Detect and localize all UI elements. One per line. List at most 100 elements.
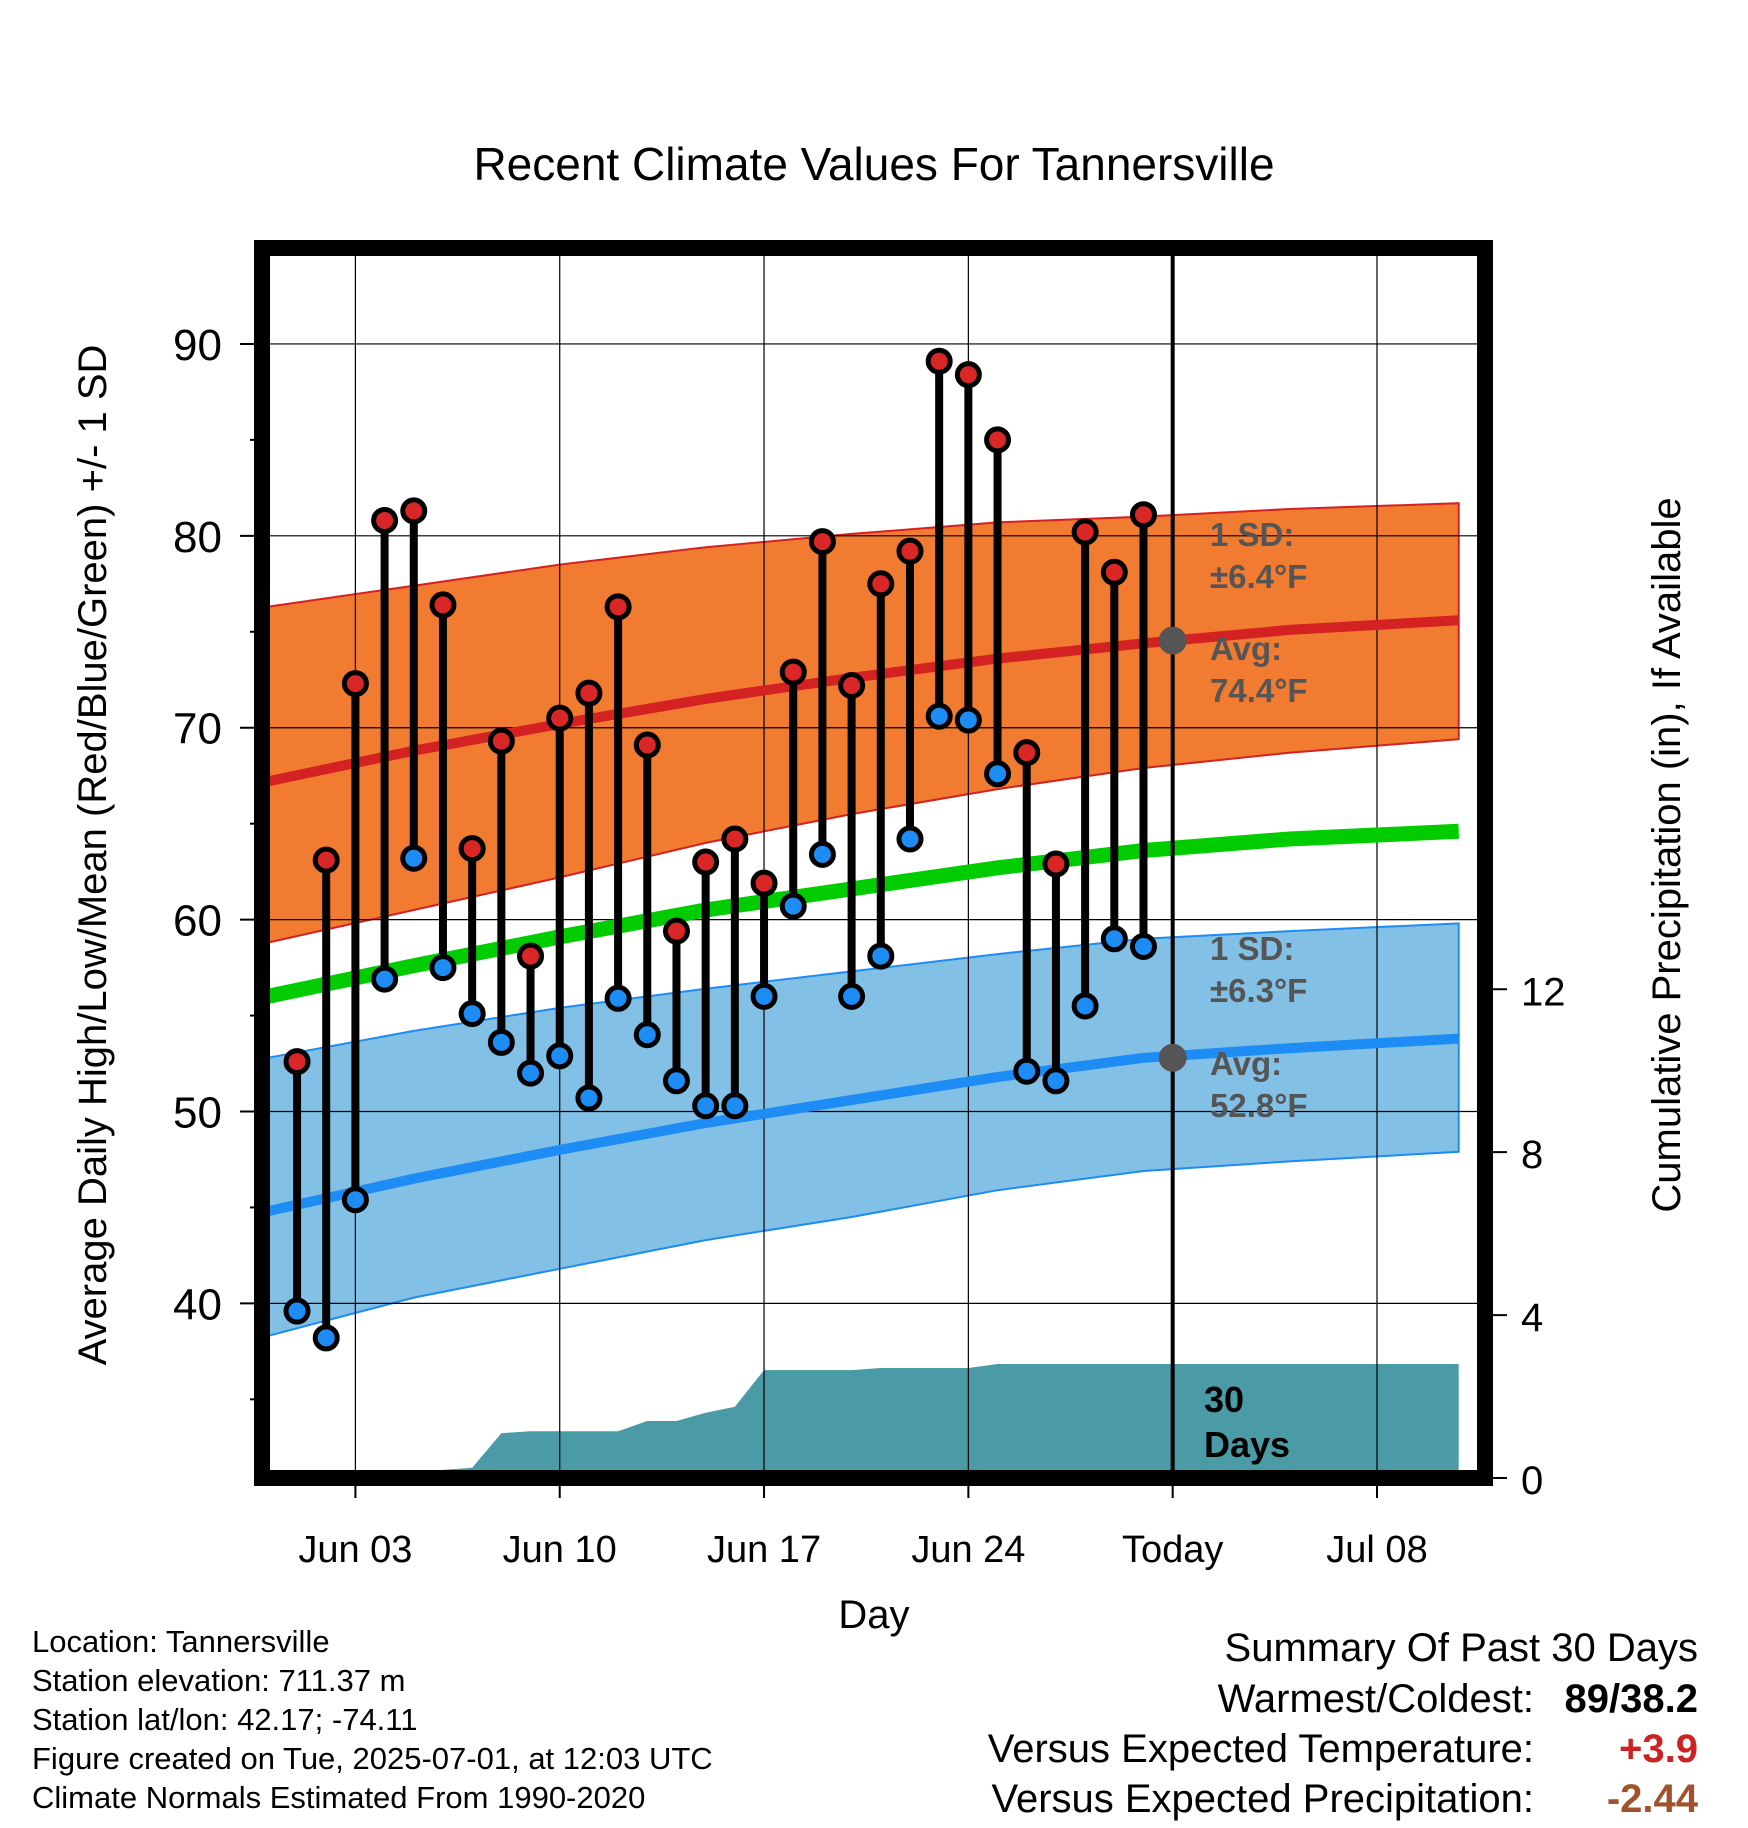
y-left-tick-label: 70	[173, 705, 222, 754]
today-marker	[1158, 248, 1187, 1478]
low-point	[517, 1059, 545, 1087]
today-high-avg-dot	[1158, 626, 1187, 655]
precip-label: Versus Expected Precipitation:	[991, 1777, 1534, 1821]
high-point	[1071, 518, 1099, 546]
low-point	[633, 1021, 661, 1049]
high-point	[808, 528, 836, 556]
high-point	[1129, 501, 1157, 529]
low-point	[1071, 992, 1099, 1020]
high-avg-value: 74.4°F	[1210, 672, 1308, 709]
axis-ticks: 40 50 60 70 80 90 0 4 8 12 Jun 03 Jun 10 Jun 17 Jun 2…	[173, 321, 1565, 1571]
high-sd-value: ±6.4°F	[1210, 558, 1307, 595]
y-axis-left-label: Average Daily High/Low/Mean (Red/Blue/Gr…	[71, 345, 115, 1366]
days-word: Days	[1204, 1424, 1290, 1465]
high-point	[954, 361, 982, 389]
low-point	[458, 1000, 486, 1028]
high-point	[341, 670, 369, 698]
latlon-text: Station lat/lon: 42.17; -74.11	[32, 1702, 418, 1737]
high-point	[575, 679, 603, 707]
high-point	[692, 848, 720, 876]
y-axis-right-label: Cumulative Precipitation (in), If Availa…	[1645, 497, 1689, 1212]
low-point	[750, 982, 778, 1010]
summary-row-temp: Versus Expected Temperature: +3.9	[988, 1724, 1698, 1774]
y-left-tick-label: 60	[173, 897, 222, 946]
cumulative-precip-area	[267, 1364, 1459, 1478]
high-point	[517, 942, 545, 970]
high-point	[750, 869, 778, 897]
low-point	[487, 1028, 515, 1056]
y-right-tick-label: 0	[1521, 1459, 1543, 1503]
low-point	[604, 984, 632, 1012]
x-tick-label: Today	[1122, 1529, 1223, 1571]
low-point	[984, 760, 1012, 788]
low-avg-label: Avg:	[1210, 1045, 1282, 1082]
high-point	[312, 846, 340, 874]
high-sd-label: 1 SD:	[1210, 516, 1294, 553]
low-point	[1129, 932, 1157, 960]
x-axis-label: Day	[838, 1593, 909, 1637]
x-tick-label: Jun 10	[503, 1529, 617, 1571]
high-point	[721, 825, 749, 853]
warmest-value: 89/38.2	[1564, 1677, 1698, 1721]
low-point	[896, 825, 924, 853]
summary-row-precip: Versus Expected Precipitation: -2.44	[988, 1774, 1698, 1824]
precip-value: -2.44	[1606, 1777, 1698, 1821]
daily-range-stems	[293, 361, 1148, 1338]
y-right-tick-label: 4	[1521, 1296, 1543, 1340]
precipitation-area	[267, 1364, 1459, 1478]
warmest-label: Warmest/Coldest:	[1217, 1677, 1534, 1721]
high-point	[984, 426, 1012, 454]
high-point	[867, 570, 895, 598]
low-avg-value: 52.8°F	[1210, 1087, 1308, 1124]
high-point	[604, 593, 632, 621]
high-point	[283, 1048, 311, 1076]
low-point	[1013, 1057, 1041, 1085]
high-point	[546, 704, 574, 732]
high-point	[633, 731, 661, 759]
low-point	[429, 954, 457, 982]
low-point	[1042, 1067, 1070, 1095]
high-point	[429, 591, 457, 619]
y-left-tick-label: 50	[173, 1088, 222, 1137]
low-point	[808, 840, 836, 868]
low-point	[400, 844, 428, 872]
temp-label: Versus Expected Temperature:	[987, 1727, 1534, 1771]
low-point	[954, 706, 982, 734]
low-point	[779, 892, 807, 920]
low-point	[283, 1297, 311, 1325]
x-tick-label: Jun 17	[707, 1529, 821, 1571]
high-point	[662, 917, 690, 945]
plot-frame	[254, 240, 1493, 1486]
created-text: Figure created on Tue, 2025-07-01, at 12…	[32, 1741, 713, 1776]
high-point	[838, 672, 866, 700]
low-sd-value: ±6.3°F	[1210, 972, 1307, 1009]
high-point	[1013, 739, 1041, 767]
days-number: 30	[1204, 1379, 1244, 1420]
y-right-tick-label: 8	[1521, 1133, 1543, 1177]
low-point	[692, 1092, 720, 1120]
y-left-tick-label: 40	[173, 1280, 222, 1329]
high-point	[1100, 558, 1128, 586]
frame-border	[254, 240, 1493, 1486]
high-point	[458, 835, 486, 863]
y-left-tick-label: 90	[173, 321, 222, 370]
low-point	[1100, 925, 1128, 953]
low-point	[546, 1042, 574, 1070]
summary-title: Summary Of Past 30 Days	[1224, 1626, 1698, 1670]
band-annotations: 1 SD: ±6.4°F Avg: 74.4°F 1 SD: ±6.3°F Av…	[1204, 516, 1308, 1465]
low-point	[312, 1324, 340, 1352]
location-text: Location: Tannersville	[32, 1624, 330, 1659]
elevation-text: Station elevation: 711.37 m	[32, 1663, 406, 1698]
x-tick-label: Jun 24	[911, 1529, 1025, 1571]
high-point	[1042, 850, 1070, 878]
high-point	[371, 506, 399, 534]
x-tick-label: Jul 08	[1326, 1529, 1427, 1571]
low-point	[575, 1084, 603, 1112]
high-point	[400, 497, 428, 525]
today-low-avg-dot	[1158, 1043, 1187, 1072]
low-point	[721, 1092, 749, 1120]
chart-title: Recent Climate Values For Tannersville	[473, 138, 1274, 190]
high-point	[896, 537, 924, 565]
low-point	[662, 1067, 690, 1095]
low-normal-line	[266, 1033, 1459, 1217]
